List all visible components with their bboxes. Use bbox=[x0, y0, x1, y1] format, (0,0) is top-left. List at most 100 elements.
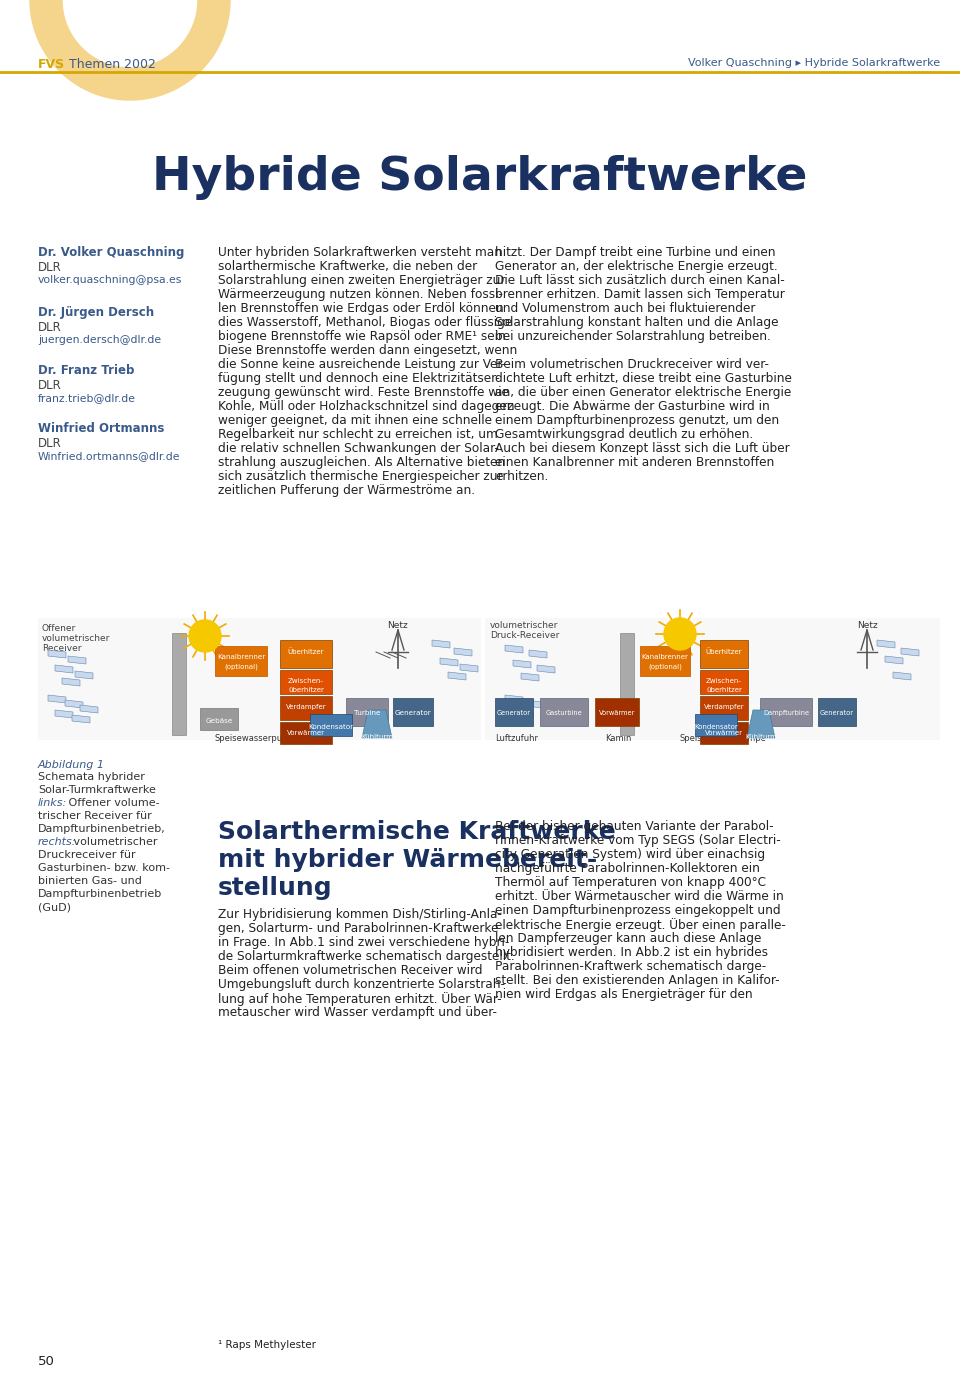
Text: Zwischen-: Zwischen- bbox=[706, 678, 742, 684]
Polygon shape bbox=[72, 716, 90, 722]
Text: Dr. Jürgen Dersch: Dr. Jürgen Dersch bbox=[38, 306, 155, 318]
Text: einen Kanalbrenner mit anderen Brennstoffen: einen Kanalbrenner mit anderen Brennstof… bbox=[495, 455, 775, 469]
Text: dichtete Luft erhitzt, diese treibt eine Gasturbine: dichtete Luft erhitzt, diese treibt eine… bbox=[495, 372, 792, 385]
Text: Beim offenen volumetrischen Receiver wird: Beim offenen volumetrischen Receiver wir… bbox=[218, 965, 483, 977]
Polygon shape bbox=[454, 648, 472, 656]
Text: Diese Brennstoffe werden dann eingesetzt, wenn: Diese Brennstoffe werden dann eingesetzt… bbox=[218, 345, 517, 357]
Text: erhitzt. Über Wärmetauscher wird die Wärme in: erhitzt. Über Wärmetauscher wird die Wär… bbox=[495, 890, 783, 902]
Text: Offener: Offener bbox=[42, 624, 76, 632]
Text: Dampfturbinenbetrieb,: Dampfturbinenbetrieb, bbox=[38, 823, 166, 835]
Polygon shape bbox=[885, 656, 903, 664]
Text: Generator an, der elektrische Energie erzeugt.: Generator an, der elektrische Energie er… bbox=[495, 260, 778, 273]
Text: links:: links: bbox=[38, 799, 67, 808]
Text: zeugung gewünscht wird. Feste Brennstoffe wie: zeugung gewünscht wird. Feste Brennstoff… bbox=[218, 386, 509, 399]
Text: Kondensator: Kondensator bbox=[308, 724, 353, 729]
Text: DLR: DLR bbox=[38, 321, 61, 334]
Text: Luftzufuhr: Luftzufuhr bbox=[495, 734, 538, 743]
Text: und Volumenstrom auch bei fluktuierender: und Volumenstrom auch bei fluktuierender bbox=[495, 302, 756, 316]
Text: rinnen-Kraftwerke vom Typ SEGS (Solar Electri-: rinnen-Kraftwerke vom Typ SEGS (Solar El… bbox=[495, 835, 780, 847]
Text: trischer Receiver für: trischer Receiver für bbox=[38, 811, 152, 821]
Text: (optional): (optional) bbox=[648, 664, 682, 670]
Text: FVS: FVS bbox=[38, 58, 65, 71]
Text: weniger geeignet, da mit ihnen eine schnelle: weniger geeignet, da mit ihnen eine schn… bbox=[218, 414, 492, 428]
Text: rechts:: rechts: bbox=[38, 837, 77, 847]
Text: Kanalbrenner: Kanalbrenner bbox=[641, 655, 688, 660]
Text: DLR: DLR bbox=[38, 437, 61, 450]
Polygon shape bbox=[448, 673, 466, 680]
Text: strahlung auszugleichen. Als Alternative bieten: strahlung auszugleichen. Als Alternative… bbox=[218, 455, 505, 469]
Text: brenner erhitzen. Damit lassen sich Temperatur: brenner erhitzen. Damit lassen sich Temp… bbox=[495, 288, 784, 300]
Text: Schemata hybrider: Schemata hybrider bbox=[38, 772, 145, 782]
Text: Speisewasserpumpe: Speisewasserpumpe bbox=[215, 734, 301, 743]
FancyBboxPatch shape bbox=[393, 698, 433, 727]
Text: len Brennstoffen wie Erdgas oder Erdöl können: len Brennstoffen wie Erdgas oder Erdöl k… bbox=[218, 302, 504, 316]
Bar bbox=[172, 632, 186, 735]
Text: Solarstrahlung konstant halten und die Anlage: Solarstrahlung konstant halten und die A… bbox=[495, 316, 779, 329]
Text: Beim volumetrischen Druckreceiver wird ver-: Beim volumetrischen Druckreceiver wird v… bbox=[495, 358, 769, 371]
Text: city Generation System) wird über einachsig: city Generation System) wird über einach… bbox=[495, 848, 765, 861]
Text: einen Dampfturbinenprozess eingekoppelt und: einen Dampfturbinenprozess eingekoppelt … bbox=[495, 904, 780, 918]
Text: Kamin: Kamin bbox=[605, 734, 632, 743]
Text: Thermöl auf Temperaturen von knapp 400°C: Thermöl auf Temperaturen von knapp 400°C bbox=[495, 876, 766, 889]
Text: die Sonne keine ausreichende Leistung zur Ver-: die Sonne keine ausreichende Leistung zu… bbox=[218, 358, 506, 371]
Text: juergen.dersch@dlr.de: juergen.dersch@dlr.de bbox=[38, 335, 161, 345]
Text: die relativ schnellen Schwankungen der Solar-: die relativ schnellen Schwankungen der S… bbox=[218, 441, 499, 455]
Polygon shape bbox=[515, 710, 533, 718]
Text: Zur Hybridisierung kommen Dish/Stirling-Anla-: Zur Hybridisierung kommen Dish/Stirling-… bbox=[218, 908, 502, 920]
Text: Winfried.ortmanns@dlr.de: Winfried.ortmanns@dlr.de bbox=[38, 451, 180, 461]
Text: Turbine: Turbine bbox=[353, 710, 380, 716]
Text: Verdampfer: Verdampfer bbox=[704, 704, 744, 710]
Polygon shape bbox=[48, 695, 66, 703]
Text: überhitzer: überhitzer bbox=[706, 686, 742, 693]
Polygon shape bbox=[877, 639, 895, 648]
Polygon shape bbox=[747, 710, 775, 738]
Text: (GuD): (GuD) bbox=[38, 902, 71, 912]
Text: Kühlturm: Kühlturm bbox=[745, 734, 777, 740]
Text: volumetrischer: volumetrischer bbox=[490, 621, 559, 630]
Text: Vorwärmer: Vorwärmer bbox=[287, 729, 325, 736]
Text: überhitzer: überhitzer bbox=[288, 686, 324, 693]
Text: Generator: Generator bbox=[395, 710, 431, 716]
Text: bei unzureichender Solarstrahlung betreiben.: bei unzureichender Solarstrahlung betrei… bbox=[495, 329, 771, 343]
Text: volumetrischer: volumetrischer bbox=[69, 837, 157, 847]
Polygon shape bbox=[65, 700, 83, 709]
FancyBboxPatch shape bbox=[695, 714, 737, 736]
Text: stellung: stellung bbox=[218, 876, 332, 900]
Text: stellt. Bei den existierenden Anlagen in Kalifor-: stellt. Bei den existierenden Anlagen in… bbox=[495, 974, 780, 987]
Text: Vorwärmer: Vorwärmer bbox=[705, 729, 743, 736]
Text: Zwischen-: Zwischen- bbox=[288, 678, 324, 684]
Polygon shape bbox=[901, 648, 919, 656]
Text: Winfried Ortmanns: Winfried Ortmanns bbox=[38, 422, 164, 435]
Text: Gasturbinen- bzw. kom-: Gasturbinen- bzw. kom- bbox=[38, 864, 170, 873]
FancyBboxPatch shape bbox=[700, 722, 748, 745]
Polygon shape bbox=[62, 678, 80, 686]
FancyBboxPatch shape bbox=[640, 646, 690, 675]
Polygon shape bbox=[521, 673, 539, 681]
Text: Kanalbrenner: Kanalbrenner bbox=[217, 655, 265, 660]
Bar bbox=[485, 619, 940, 740]
Text: Volker Quaschning ▸ Hybride Solarkraftwerke: Volker Quaschning ▸ Hybride Solarkraftwe… bbox=[688, 58, 940, 68]
Text: biogene Brennstoffe wie Rapsöl oder RME¹ sein.: biogene Brennstoffe wie Rapsöl oder RME¹… bbox=[218, 329, 510, 343]
Text: Solarthermische Kraftwerke: Solarthermische Kraftwerke bbox=[218, 819, 615, 844]
Text: Gasturbine: Gasturbine bbox=[545, 710, 583, 716]
FancyBboxPatch shape bbox=[200, 709, 238, 729]
Text: Unter hybriden Solarkraftwerken versteht man: Unter hybriden Solarkraftwerken versteht… bbox=[218, 246, 502, 259]
Text: franz.trieb@dlr.de: franz.trieb@dlr.de bbox=[38, 393, 136, 403]
Text: Verdampfer: Verdampfer bbox=[286, 704, 326, 710]
Text: dies Wasserstoff, Methanol, Biogas oder flüssige: dies Wasserstoff, Methanol, Biogas oder … bbox=[218, 316, 513, 329]
Text: Regelbarkeit nur schlecht zu erreichen ist, um: Regelbarkeit nur schlecht zu erreichen i… bbox=[218, 428, 497, 441]
Text: hybridisiert werden. In Abb.2 ist ein hybrides: hybridisiert werden. In Abb.2 ist ein hy… bbox=[495, 947, 768, 959]
FancyBboxPatch shape bbox=[280, 670, 332, 693]
Text: Dr. Volker Quaschning: Dr. Volker Quaschning bbox=[38, 246, 184, 259]
Text: Überhitzer: Überhitzer bbox=[288, 648, 324, 655]
Text: Auch bei diesem Konzept lässt sich die Luft über: Auch bei diesem Konzept lässt sich die L… bbox=[495, 441, 790, 455]
Polygon shape bbox=[48, 650, 66, 657]
Circle shape bbox=[189, 620, 221, 652]
Text: len Dampferzeuger kann auch diese Anlage: len Dampferzeuger kann auch diese Anlage bbox=[495, 931, 761, 945]
Text: lung auf hohe Temperaturen erhitzt. Über Wär-: lung auf hohe Temperaturen erhitzt. Über… bbox=[218, 992, 502, 1006]
Text: Dampfturbinenbetrieb: Dampfturbinenbetrieb bbox=[38, 889, 162, 900]
Text: Kohle, Müll oder Holzhackschnitzel sind dagegen: Kohle, Müll oder Holzhackschnitzel sind … bbox=[218, 400, 515, 412]
FancyBboxPatch shape bbox=[280, 722, 332, 745]
FancyBboxPatch shape bbox=[280, 639, 332, 668]
Text: Receiver: Receiver bbox=[42, 644, 82, 653]
